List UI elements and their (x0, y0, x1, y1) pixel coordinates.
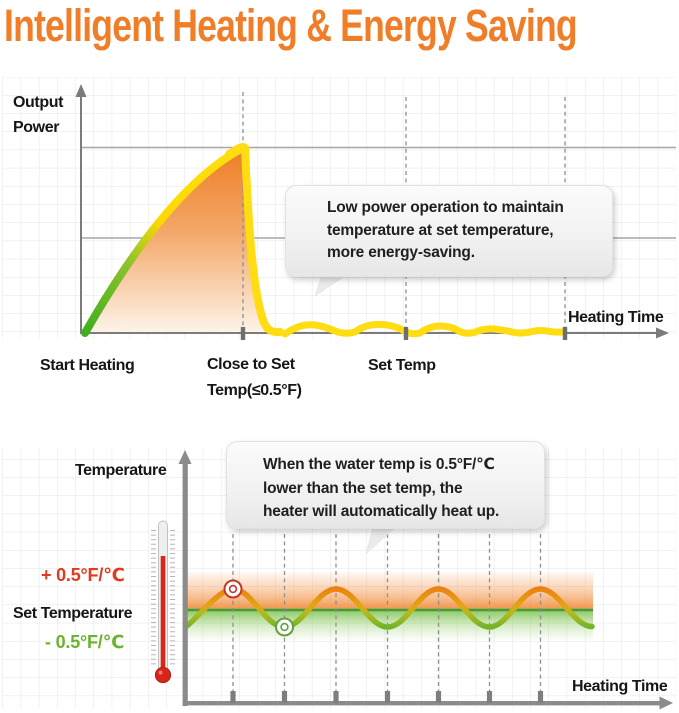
power-drop-curve (225, 143, 284, 337)
bottom-y-axis (182, 461, 188, 706)
top-tick-close-to-set (240, 327, 246, 340)
top-callout-bubble: Low power operation to maintain temperat… (285, 185, 613, 277)
bottom-x-axis (182, 701, 661, 706)
bottom-callout-line2: lower than the set temp, the (263, 479, 463, 497)
milestone-start-heating: Start Heating (40, 357, 135, 374)
bottom-callout-bubble: When the water temp is 0.5°F/℃ lower tha… (226, 441, 545, 529)
bottom-callout-line3: heater will automatically heat up. (263, 503, 500, 520)
trough-marker-icon (275, 617, 294, 637)
bottom-callout-line1: When the water temp is 0.5°F/℃ (263, 456, 495, 473)
lower-limit-label: - 0.5°F/℃ (45, 632, 125, 652)
bottom-axis-ticks (230, 691, 544, 703)
top-callout-line2: temperature at set temperature, (327, 221, 554, 239)
top-callout-line3: more energy-saving. (327, 244, 475, 261)
milestone-close-to-set-temp: Close to Set Temp(≤0.5°F) (207, 352, 302, 404)
top-y-axis-arrow-icon (75, 84, 87, 97)
power-rise-curve (81, 145, 245, 337)
top-y-axis-label: Output Power (13, 90, 63, 140)
bottom-y-axis-label: Temperature (75, 462, 167, 479)
milestone-close-line1: Close to Set (207, 356, 295, 373)
top-x-axis-label: Heating Time (568, 309, 664, 326)
bottom-x-axis-arrow-icon (659, 696, 673, 710)
bottom-y-axis-arrow-icon (178, 450, 192, 464)
low-power-ripple-curve (281, 320, 566, 338)
peak-marker-icon (223, 579, 243, 599)
thermometer-icon (151, 520, 175, 684)
top-tick-set-temp (403, 327, 409, 340)
bottom-x-axis-label: Heating Time (572, 678, 668, 695)
page-title: Intelligent Heating & Energy Saving (4, 0, 578, 51)
upper-limit-label: + 0.5°F/℃ (41, 565, 125, 585)
top-callout-line1: Low power operation to maintain (327, 199, 564, 216)
top-tick-steady-state (562, 327, 568, 340)
top-y-axis-label-line2: Power (13, 119, 60, 136)
power-area-fill (85, 149, 274, 333)
temperature-chart (2, 448, 676, 710)
top-y-axis-label-line1: Output (13, 94, 64, 111)
milestone-set-temp: Set Temp (368, 357, 436, 374)
set-temperature-label: Set Temperature (13, 605, 133, 622)
bottom-dashed-lines (232, 534, 542, 699)
milestone-close-line2: Temp(≤0.5°F) (207, 382, 302, 399)
temperature-wave-curve (183, 586, 595, 630)
top-x-axis-arrow-icon (656, 327, 669, 339)
